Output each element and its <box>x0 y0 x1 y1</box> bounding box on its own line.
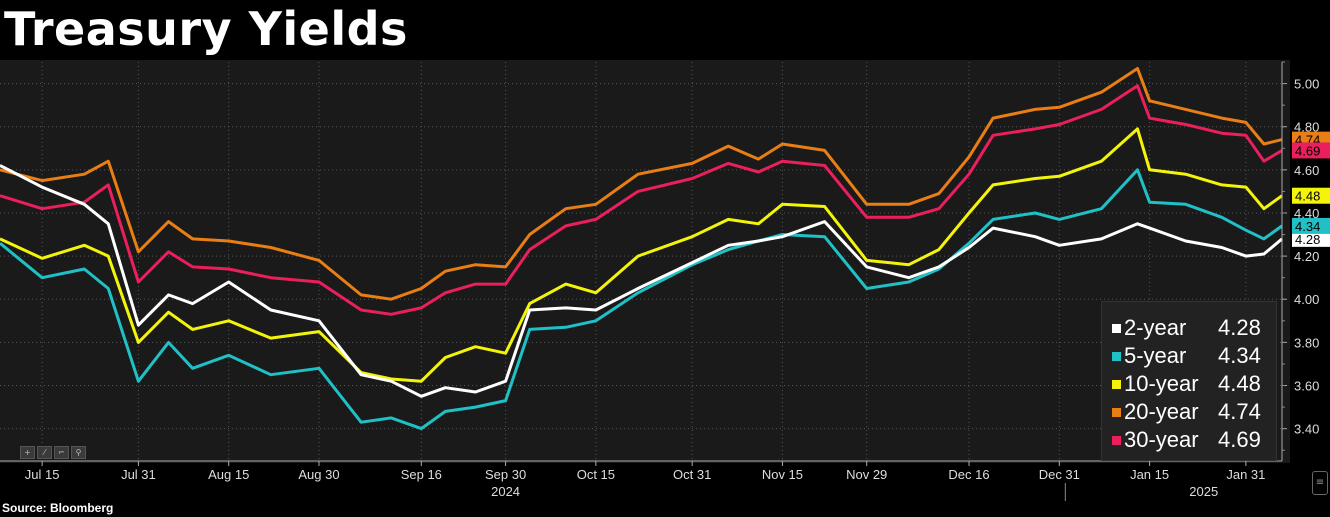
series-line-10-year <box>0 127 1283 383</box>
legend-label: 30-year <box>1124 427 1199 452</box>
end-label-box <box>1292 230 1330 247</box>
legend-value: 4.34 <box>1218 343 1261 368</box>
legend-item-5-year: 5-year 4.34 <box>1112 342 1261 370</box>
chart-toolbar: + ⁄ ⌐ ⚲ <box>20 446 86 459</box>
legend: 2-year 4.28 5-year 4.34 10-year 4.48 20-… <box>1101 301 1277 461</box>
x-tick-label: Jul 31 <box>121 467 156 482</box>
y-tick-label: 4.40 <box>1294 206 1319 221</box>
y-tick-label: 4.80 <box>1294 120 1319 135</box>
legend-swatch <box>1112 351 1121 361</box>
y-tick-label: 3.80 <box>1294 335 1319 350</box>
y-tick-label: 5.00 <box>1294 77 1319 92</box>
legend-item-20-year: 20-year 4.74 <box>1112 398 1261 426</box>
x-axis: Jul 15 Jul 31 Aug 15 Aug 30 Sep 16 Sep 30 Oct … <box>0 460 1282 501</box>
legend-value: 4.48 <box>1218 371 1261 396</box>
end-label-text: 4.34 <box>1295 219 1320 234</box>
legend-item-30-year: 30-year 4.69 <box>1112 426 1261 454</box>
legend-label: 5-year <box>1124 343 1187 368</box>
end-label-box <box>1292 217 1330 234</box>
legend-item-10-year: 10-year 4.48 <box>1112 370 1261 398</box>
legend-label: 2-year <box>1124 315 1187 340</box>
x-tick-label: Oct 31 <box>673 467 711 482</box>
x-tick-label: Aug 15 <box>208 467 249 482</box>
x-year-label: 2025 <box>1189 484 1218 499</box>
move-icon[interactable]: + <box>20 446 35 459</box>
x-tick-label: Jan 15 <box>1130 467 1169 482</box>
plot-background <box>0 60 1290 463</box>
end-label-text: 4.48 <box>1295 189 1320 204</box>
end-label-text: 4.28 <box>1295 232 1320 247</box>
zoom-icon[interactable]: ⚲ <box>71 446 86 459</box>
x-tick-label: Sep 30 <box>485 467 526 482</box>
legend-item-2-year: 2-year 4.28 <box>1112 314 1261 342</box>
legend-swatch <box>1112 379 1121 389</box>
crop-icon[interactable]: ⌐ <box>54 446 69 459</box>
x-tick-label: Nov 15 <box>762 467 803 482</box>
legend-value: 4.69 <box>1218 427 1261 452</box>
legend-swatch <box>1112 407 1121 417</box>
draw-icon[interactable]: ⁄ <box>37 446 52 459</box>
scroll-handle-icon[interactable]: ≡ <box>1312 471 1328 495</box>
x-tick-label: Jan 31 <box>1226 467 1265 482</box>
x-tick-label: Oct 15 <box>577 467 615 482</box>
legend-value: 4.28 <box>1218 315 1261 340</box>
x-year-label: 2024 <box>491 484 520 499</box>
x-tick-label: Dec 31 <box>1039 467 1080 482</box>
y-tick-label: 4.00 <box>1294 292 1319 307</box>
legend-value: 4.74 <box>1218 399 1261 424</box>
x-tick-label: Sep 16 <box>401 467 442 482</box>
y-axis: 3.40 3.60 3.80 4.00 4.20 4.40 4.60 4.80 5.00 <box>1281 61 1319 461</box>
legend-label: 10-year <box>1124 371 1199 396</box>
end-label-box <box>1292 187 1330 204</box>
y-tick-label: 4.60 <box>1294 163 1319 178</box>
legend-swatch <box>1112 323 1121 333</box>
legend-swatch <box>1112 435 1121 445</box>
legend-label: 20-year <box>1124 399 1199 424</box>
chart-title: Treasury Yields <box>4 2 408 56</box>
series-line-5-year <box>0 168 1283 431</box>
series-line-30-year <box>0 84 1283 316</box>
y-tick-label: 3.40 <box>1294 422 1319 437</box>
end-label-box <box>1292 142 1330 159</box>
end-label-text: 4.69 <box>1295 143 1320 158</box>
x-tick-label: Aug 30 <box>298 467 339 482</box>
y-tick-label: 4.20 <box>1294 249 1319 264</box>
x-tick-label: Dec 16 <box>948 467 989 482</box>
series-line-20-year <box>0 67 1283 301</box>
series-line-2-year <box>0 164 1283 398</box>
y-tick-label: 3.60 <box>1294 379 1319 394</box>
end-value-labels: 4.284.344.484.744.69 <box>1292 131 1330 247</box>
series-lines <box>0 67 1283 431</box>
x-tick-label: Nov 29 <box>846 467 887 482</box>
source-note: Source: Bloomberg <box>2 501 114 515</box>
x-tick-label: Jul 15 <box>25 467 60 482</box>
